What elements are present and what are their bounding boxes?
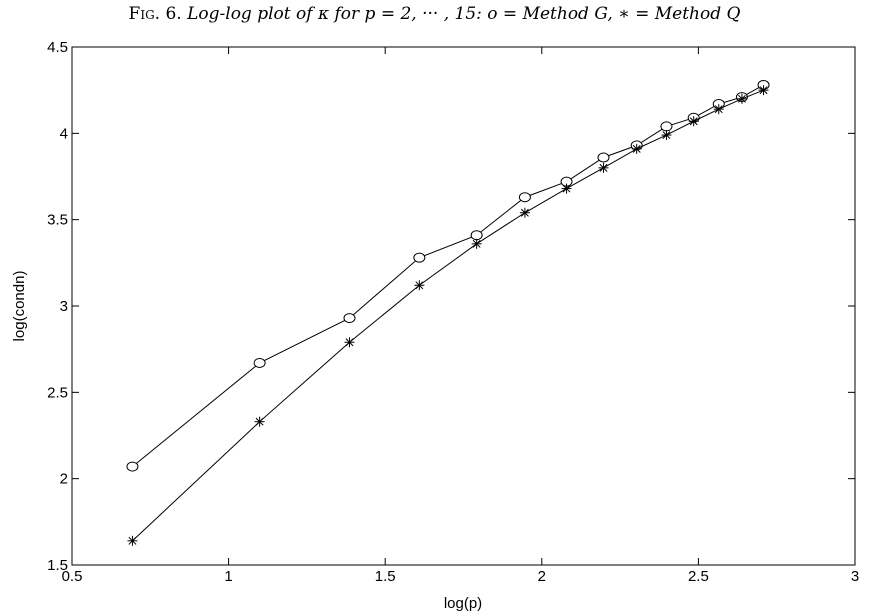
data-point-method-g: [126, 461, 139, 472]
data-point-method-q: [344, 337, 355, 348]
data-point-method-q: [519, 207, 530, 218]
x-tick-label: 2: [538, 568, 546, 585]
caption-text: Log-log plot of κ for p = 2, ··· , 15: o…: [187, 4, 741, 24]
data-point-method-g: [470, 230, 483, 241]
data-point-method-g: [413, 252, 426, 263]
y-tick-label: 1.5: [47, 557, 68, 574]
y-tick-label: 2: [60, 471, 68, 488]
x-tick-label: 1.5: [375, 568, 396, 585]
data-point-method-g: [597, 152, 610, 163]
data-point-method-q: [631, 143, 642, 154]
x-tick-label: 0.5: [62, 568, 83, 585]
x-tick-label: 1: [224, 568, 232, 585]
data-point-method-g: [253, 357, 266, 368]
data-point-method-q: [471, 238, 482, 249]
data-point-method-q: [758, 85, 769, 96]
y-tick-label: 3: [60, 298, 68, 315]
x-tick-label: 3: [851, 568, 859, 585]
data-point-method-q: [688, 116, 699, 127]
y-tick-label: 3.5: [47, 212, 68, 229]
y-axis-label: log(condn): [11, 271, 28, 342]
axis-ticks: 0.5 1 1.5 2 2.5 3 1.5 2 2.5 3 3.5 4 4.5: [47, 39, 859, 585]
y-tick-label: 4.5: [47, 39, 68, 56]
series-line-method-q: [132, 89, 764, 542]
data-point-method-q: [713, 104, 724, 115]
caption-prefix: Fig. 6.: [128, 4, 182, 24]
data-point-method-q: [736, 93, 747, 104]
series-line-method-g: [132, 84, 764, 467]
data-point-method-g: [660, 121, 673, 132]
series-lines: [126, 79, 770, 546]
figure-caption: Fig. 6. Log-log plot of κ for p = 2, ···…: [0, 4, 869, 24]
data-point-method-g: [343, 313, 356, 324]
data-point-method-q: [254, 416, 265, 427]
data-point-method-q: [414, 280, 425, 291]
data-point-method-g: [518, 192, 531, 203]
data-point-method-q: [598, 162, 609, 173]
y-tick-label: 4: [60, 125, 68, 142]
y-tick-label: 2.5: [47, 384, 68, 401]
data-point-method-q: [127, 535, 138, 546]
data-point-method-q: [561, 183, 572, 194]
x-axis-label: log(p): [444, 595, 482, 612]
data-point-method-q: [661, 130, 672, 141]
x-tick-label: 2.5: [688, 568, 709, 585]
